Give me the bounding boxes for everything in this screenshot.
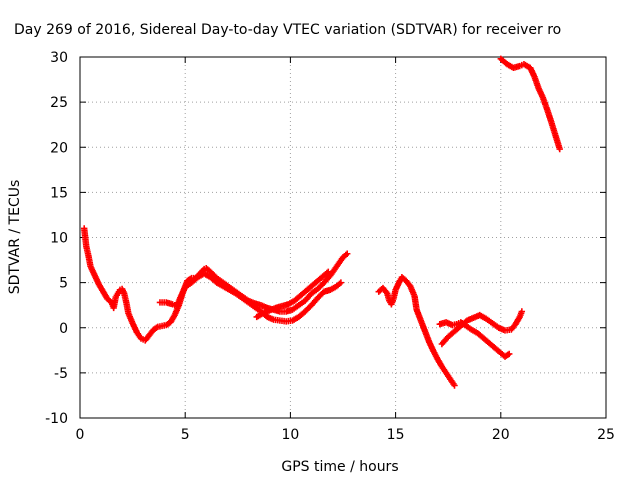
- data-point: [506, 350, 513, 358]
- x-tick-label: 20: [492, 427, 510, 443]
- y-tick-label: -10: [45, 411, 68, 427]
- x-tick-label: 25: [597, 427, 615, 443]
- data-point: [344, 250, 351, 257]
- data-point: [451, 382, 458, 389]
- y-tick-label: 10: [50, 231, 68, 247]
- data-point: [325, 268, 332, 275]
- x-tick-label: 10: [281, 427, 299, 443]
- y-tick-label: 20: [50, 140, 68, 156]
- x-tick-label: 5: [181, 427, 190, 443]
- x-tick-label: 0: [76, 427, 85, 443]
- y-tick-labels: -10 -5 0 5 10 15 20 25 30: [45, 50, 68, 427]
- y-tick-label: 15: [50, 185, 68, 201]
- x-tick-labels: 0 5 10 15 20 25: [76, 427, 615, 443]
- y-tick-label: 25: [50, 95, 68, 111]
- y-tick-label: 30: [50, 50, 68, 66]
- data-point: [518, 308, 526, 315]
- axis-ticks: [79, 56, 607, 419]
- y-axis-title: SDTVAR / TECUs: [7, 180, 23, 295]
- plot-frame: [79, 56, 607, 419]
- data-point: [337, 279, 345, 286]
- grid-lines: [80, 57, 606, 418]
- y-tick-label: 0: [59, 321, 68, 337]
- data-point: [556, 145, 563, 153]
- chart-title: Day 269 of 2016, Sidereal Day-to-day VTE…: [14, 22, 561, 38]
- x-axis-title: GPS time / hours: [281, 459, 398, 475]
- y-tick-label: -5: [54, 366, 68, 382]
- data-marks: [81, 55, 563, 389]
- y-tick-label: 5: [59, 276, 68, 292]
- x-tick-label: 15: [387, 427, 405, 443]
